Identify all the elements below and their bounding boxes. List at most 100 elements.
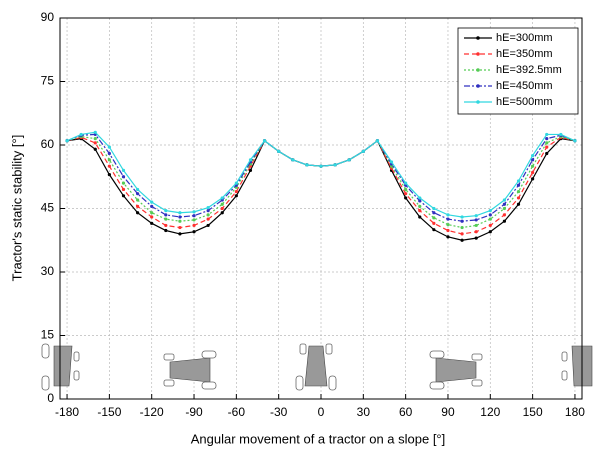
x-tick-label: -90	[185, 405, 203, 419]
data-point	[531, 164, 535, 168]
data-point	[107, 145, 111, 149]
data-point	[375, 139, 380, 143]
data-point	[432, 206, 436, 211]
data-point	[93, 137, 97, 141]
data-point	[474, 214, 478, 218]
data-point	[446, 222, 450, 227]
data-point	[164, 228, 168, 233]
data-point	[121, 181, 126, 185]
data-point	[404, 196, 408, 200]
data-point	[164, 209, 168, 213]
data-point	[206, 223, 210, 228]
data-point	[488, 223, 492, 228]
data-point	[206, 209, 210, 213]
y-tick-label: 75	[41, 74, 55, 88]
data-point	[418, 204, 422, 208]
x-tick-label: 120	[480, 405, 500, 419]
data-point	[192, 218, 196, 222]
data-point	[220, 211, 224, 215]
data-point	[460, 225, 464, 230]
data-point	[220, 196, 224, 200]
grid	[60, 17, 582, 400]
legend-marker	[476, 100, 480, 104]
data-point	[488, 217, 492, 221]
x-tick-label: 30	[357, 405, 371, 419]
data-point	[347, 158, 351, 162]
data-point	[573, 139, 577, 143]
data-point	[192, 210, 196, 214]
data-point	[234, 189, 238, 194]
data-point	[107, 164, 111, 168]
data-point	[65, 139, 69, 143]
data-point	[474, 230, 478, 234]
data-point	[135, 187, 140, 192]
y-tick-label: 0	[47, 391, 54, 405]
data-point	[446, 235, 450, 239]
data-point	[460, 215, 464, 219]
data-point	[305, 163, 309, 167]
data-point	[333, 163, 337, 167]
data-point	[107, 151, 111, 156]
data-point	[446, 217, 450, 221]
data-point	[432, 228, 436, 232]
data-point	[545, 151, 549, 156]
data-point	[178, 215, 182, 219]
x-tick-label: -150	[97, 405, 121, 419]
x-axis-title: Angular movement of a tractor on a slope…	[191, 431, 446, 446]
data-point	[135, 204, 140, 208]
data-point	[559, 132, 563, 137]
data-point	[502, 202, 507, 206]
data-point	[502, 206, 507, 211]
data-point	[206, 213, 210, 217]
plot-lines	[65, 130, 577, 242]
ticks: -180 -150 -120 -90 -60 -30 0 30 60 90 120 150 180 0 15…	[41, 10, 586, 419]
data-point	[220, 202, 224, 206]
data-point	[488, 213, 492, 217]
data-point	[121, 187, 126, 192]
data-point	[545, 132, 549, 137]
data-point	[418, 199, 422, 203]
data-point	[446, 213, 450, 217]
data-point	[206, 206, 210, 210]
legend-label: hE=392.5mm	[496, 64, 562, 76]
x-tick-label: -180	[55, 405, 79, 419]
data-point	[150, 215, 154, 219]
data-point	[502, 219, 507, 223]
data-point	[178, 219, 182, 223]
data-point	[150, 211, 154, 215]
x-tick-label: 60	[399, 405, 413, 419]
data-point	[474, 236, 478, 240]
data-point	[277, 149, 281, 153]
tractor-icons	[41, 343, 593, 391]
x-tick-label: -60	[228, 405, 246, 419]
y-tick-label: 15	[41, 328, 55, 342]
x-tick-label: 150	[523, 405, 543, 419]
legend-marker	[476, 36, 480, 40]
data-point	[545, 145, 549, 149]
data-point	[150, 221, 154, 225]
data-point	[135, 192, 140, 196]
data-point	[262, 139, 267, 143]
data-point	[248, 168, 253, 172]
legend-label: hE=450mm	[496, 80, 553, 92]
y-tick-label: 30	[41, 264, 55, 278]
data-point	[432, 216, 436, 220]
data-point	[121, 175, 126, 179]
data-point	[248, 158, 253, 162]
data-point	[178, 232, 182, 236]
data-point	[135, 211, 140, 215]
data-point	[460, 238, 464, 242]
data-point	[150, 204, 154, 208]
x-tick-label: 0	[318, 405, 325, 419]
data-point	[474, 223, 478, 228]
data-point	[502, 198, 507, 202]
data-point	[206, 217, 210, 221]
legend-marker	[476, 52, 480, 56]
legend-marker	[476, 68, 480, 72]
data-point	[418, 215, 422, 219]
data-point	[192, 214, 196, 218]
legend-label: hE=300mm	[496, 32, 553, 44]
data-point	[234, 181, 238, 185]
data-point	[516, 179, 521, 183]
